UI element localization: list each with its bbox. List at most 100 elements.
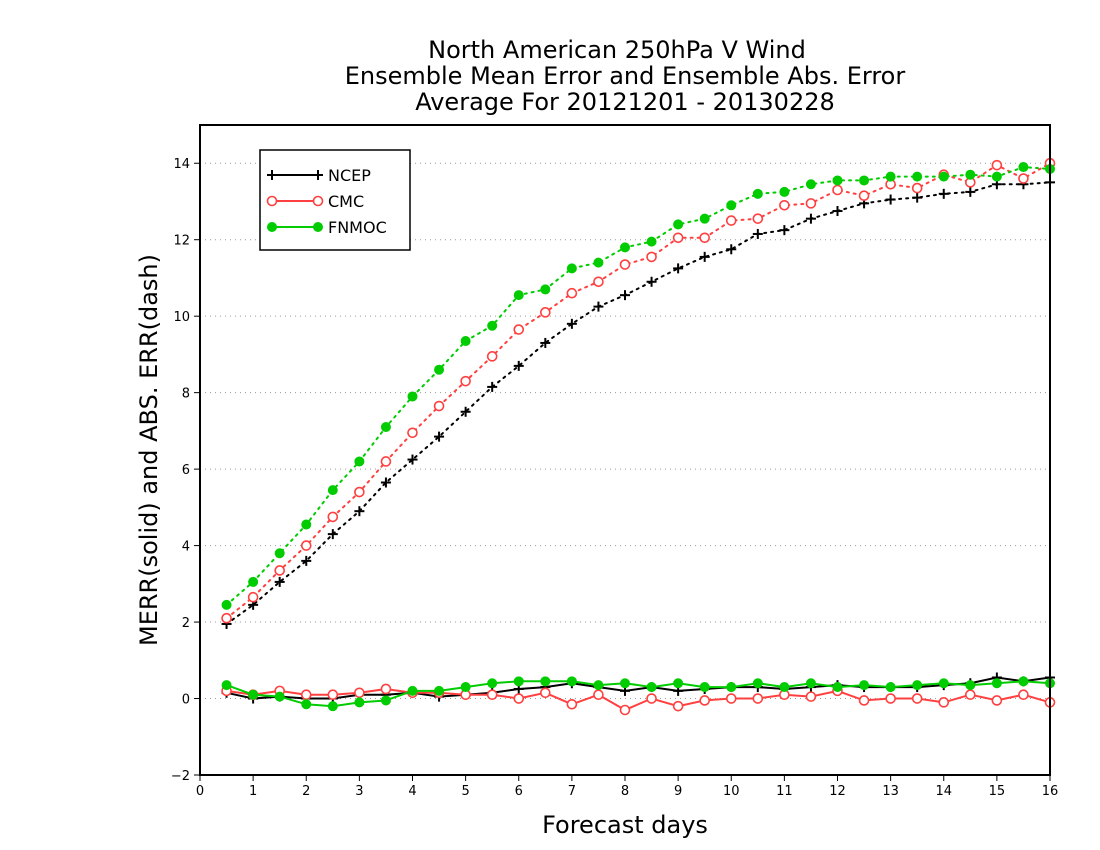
point-fnmoc-mean-err <box>779 682 790 693</box>
x-tick-label: 11 <box>776 784 793 799</box>
point-ncep-abs-err <box>699 251 710 262</box>
point-fnmoc-abs-err <box>327 485 338 496</box>
y-tick-label: 12 <box>173 234 190 249</box>
point-fnmoc-mean-err <box>885 682 896 693</box>
y-tick-label: 14 <box>173 157 190 172</box>
point-cmc-mean-err <box>354 687 365 699</box>
point-ncep-abs-err <box>593 301 604 312</box>
legend-marker-cmc <box>312 195 324 207</box>
line-cmc-abs-err <box>225 162 1051 620</box>
point-fnmoc-mean-err <box>274 691 285 702</box>
point-ncep-abs-err <box>673 263 684 274</box>
point-cmc-mean-err <box>513 693 525 704</box>
y-tick-label: 4 <box>182 540 190 555</box>
point-cmc-mean-err <box>540 687 551 699</box>
x-tick-label: 14 <box>935 784 952 799</box>
point-fnmoc-abs-err <box>460 336 471 347</box>
point-cmc-abs-err <box>911 182 923 194</box>
point-fnmoc-mean-err <box>805 678 816 689</box>
legend-label-ncep: NCEP <box>328 166 371 185</box>
legend-label-fnmoc: FNMOC <box>328 218 387 237</box>
x-axis-title: Forecast days <box>542 811 708 839</box>
point-fnmoc-mean-err <box>965 680 976 691</box>
point-fnmoc-mean-err <box>434 685 445 696</box>
x-tick-label: 0 <box>196 784 204 799</box>
point-fnmoc-mean-err <box>620 678 630 689</box>
point-ncep-abs-err <box>434 431 445 442</box>
point-fnmoc-mean-err <box>354 697 365 708</box>
point-cmc-mean-err <box>991 695 1003 706</box>
x-tick-label: 10 <box>723 784 740 799</box>
point-cmc-abs-err <box>858 190 870 202</box>
point-cmc-abs-err <box>221 612 232 624</box>
point-fnmoc-abs-err <box>991 171 1002 182</box>
point-fnmoc-mean-err <box>699 682 710 693</box>
point-fnmoc-abs-err <box>805 179 816 190</box>
point-cmc-abs-err <box>380 456 392 467</box>
legend-marker-fnmoc <box>267 222 277 232</box>
point-cmc-abs-err <box>513 324 525 335</box>
x-tick-label: 15 <box>989 784 1006 799</box>
point-fnmoc-mean-err <box>327 701 338 712</box>
point-ncep-abs-err <box>832 206 843 217</box>
point-ncep-abs-err <box>513 360 524 371</box>
point-fnmoc-abs-err <box>859 175 870 186</box>
point-fnmoc-abs-err <box>274 548 285 559</box>
point-fnmoc-abs-err <box>620 242 630 253</box>
point-cmc-mean-err <box>300 689 312 701</box>
point-fnmoc-abs-err <box>380 422 391 433</box>
point-fnmoc-abs-err <box>593 257 604 268</box>
point-fnmoc-mean-err <box>566 676 577 687</box>
point-cmc-mean-err <box>725 693 737 704</box>
point-fnmoc-mean-err <box>938 678 949 689</box>
point-ncep-abs-err <box>965 186 976 197</box>
point-fnmoc-abs-err <box>221 599 232 610</box>
point-cmc-mean-err <box>805 691 817 702</box>
point-ncep-abs-err <box>779 225 790 236</box>
point-cmc-mean-err <box>593 689 604 701</box>
point-ncep-abs-err <box>805 213 816 224</box>
x-tick-label: 3 <box>355 784 363 799</box>
point-fnmoc-mean-err <box>593 680 604 691</box>
point-fnmoc-abs-err <box>965 169 976 180</box>
gridlines <box>200 162 1050 700</box>
point-fnmoc-mean-err <box>487 678 498 689</box>
point-cmc-abs-err <box>619 259 631 270</box>
point-ncep-abs-err <box>938 188 949 199</box>
point-cmc-mean-err <box>380 683 392 695</box>
point-fnmoc-abs-err <box>1018 162 1029 173</box>
point-fnmoc-mean-err <box>301 699 312 710</box>
point-fnmoc-mean-err <box>540 676 551 687</box>
point-ncep-abs-err <box>460 406 471 417</box>
point-fnmoc-abs-err <box>407 391 418 402</box>
point-cmc-mean-err <box>752 693 764 704</box>
point-cmc-abs-err <box>486 351 498 362</box>
series-cmc <box>221 157 1056 716</box>
point-ncep-abs-err <box>752 228 763 239</box>
point-cmc-abs-err <box>832 184 843 196</box>
legend: NCEP CMC FNMOC <box>259 149 411 251</box>
title-line-3: Average For 20121201 - 20130228 <box>415 88 835 116</box>
point-fnmoc-mean-err <box>407 685 418 696</box>
x-tick-label: 2 <box>302 784 310 799</box>
point-cmc-abs-err <box>433 400 445 412</box>
point-cmc-abs-err <box>1018 173 1029 184</box>
y-tick-label: 2 <box>182 616 190 631</box>
point-ncep-abs-err <box>540 337 551 348</box>
point-cmc-abs-err <box>779 199 790 211</box>
point-cmc-mean-err <box>699 695 710 706</box>
x-tick-label: 5 <box>461 784 469 799</box>
y-tick-label: −2 <box>171 769 190 784</box>
y-axis-title: MERR(solid) and ABS. ERR(dash) <box>135 254 163 646</box>
point-fnmoc-mean-err <box>726 682 737 693</box>
line-cmc-mean-err <box>226 687 1051 712</box>
point-cmc-abs-err <box>672 232 684 244</box>
y-tick-label: 6 <box>182 463 190 478</box>
y-tick-label: 10 <box>173 310 190 325</box>
legend-label-cmc: CMC <box>328 192 364 211</box>
point-fnmoc-abs-err <box>646 236 657 247</box>
title-line-1: North American 250hPa V Wind <box>428 36 806 64</box>
point-cmc-abs-err <box>725 215 737 226</box>
y-tick-label: 8 <box>182 387 190 402</box>
point-ncep-abs-err <box>354 506 365 517</box>
